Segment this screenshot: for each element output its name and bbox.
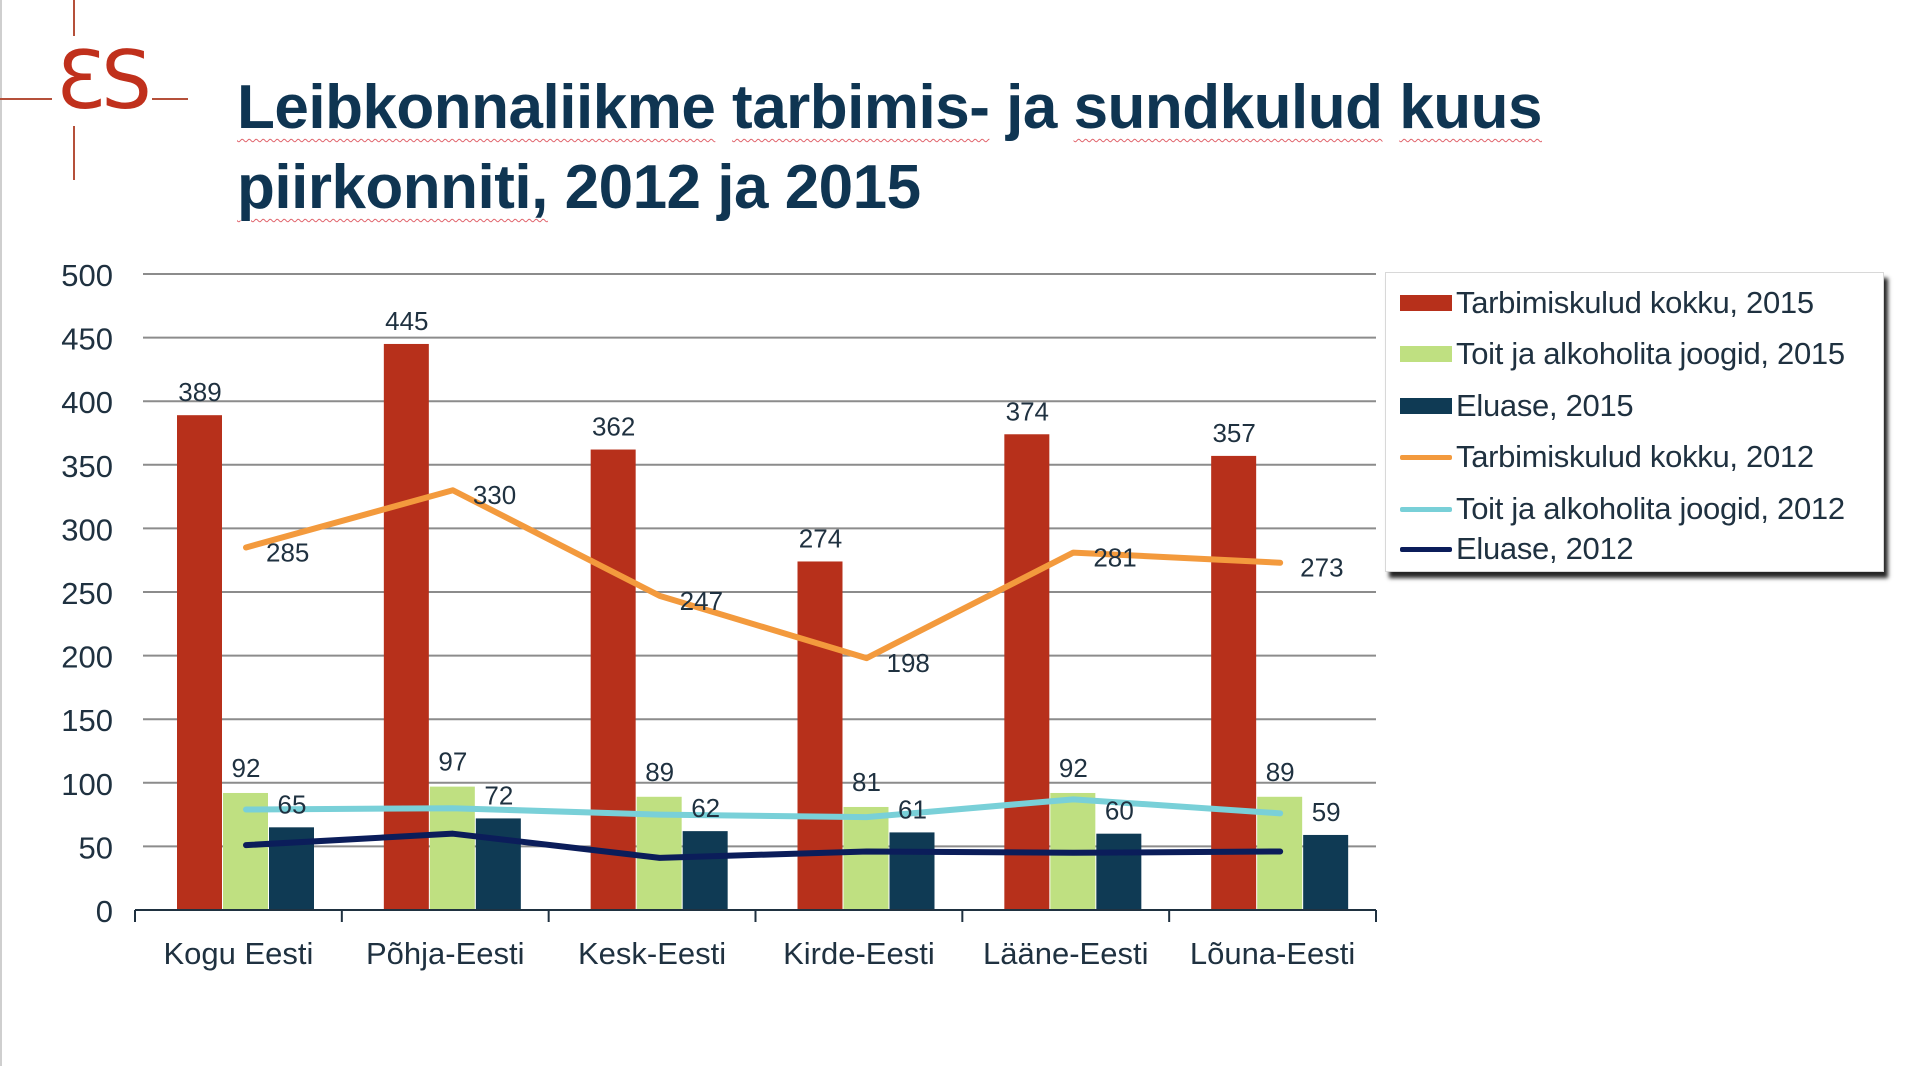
y-tick-label: 150 — [61, 703, 113, 738]
data-label: 285 — [266, 537, 309, 567]
title-line-2: piirkonniti, 2012 ja 2015 — [237, 148, 1537, 228]
legend-swatch-bar-icon — [1400, 398, 1452, 414]
title-word: Leibkonnaliikme — [237, 73, 716, 142]
data-label: 357 — [1212, 418, 1255, 448]
data-label: 374 — [1006, 396, 1049, 426]
data-label: 273 — [1300, 553, 1343, 583]
bar — [1303, 834, 1349, 910]
y-tick-label: 450 — [61, 322, 113, 357]
gridlines — [143, 273, 1376, 848]
legend-item: Eluase, 2012 — [1400, 529, 1634, 569]
data-label: 247 — [680, 586, 723, 616]
legend-swatch-line-icon — [1400, 506, 1452, 512]
bar — [177, 415, 222, 910]
legend-label: Toit ja alkoholita joogid, 2015 — [1456, 336, 1845, 371]
data-labels: 389 445 362 274 374 357 92 97 89 81 92 89 65 72 62 61 60… — [178, 306, 1343, 827]
x-category-label: Lääne-Eesti — [983, 936, 1148, 971]
title-word: sundkulud — [1073, 73, 1383, 142]
bar — [383, 343, 429, 911]
bar — [1004, 434, 1050, 910]
data-label: 92 — [1059, 753, 1088, 783]
data-label: 89 — [645, 757, 674, 787]
data-label: 72 — [484, 780, 513, 810]
data-label: 97 — [438, 747, 467, 777]
legend-item: Toit ja alkoholita joogid, 2012 — [1400, 489, 1845, 529]
es-logo-icon: ƐS — [52, 36, 152, 126]
data-label: 445 — [385, 306, 428, 336]
series-line — [243, 796, 1284, 821]
data-label: 330 — [473, 480, 516, 510]
bar — [843, 806, 889, 910]
legend-item: Eluase, 2015 — [1400, 386, 1634, 426]
data-label: 92 — [232, 753, 261, 783]
bar — [682, 831, 728, 910]
legend-label: Eluase, 2015 — [1456, 388, 1634, 423]
data-label: 89 — [1266, 757, 1295, 787]
y-tick-label: 300 — [61, 512, 113, 547]
legend-label: Tarbimiskulud kokku, 2012 — [1456, 439, 1814, 474]
y-tick-label: 50 — [79, 830, 113, 865]
data-label: 59 — [1312, 797, 1341, 827]
series-line — [243, 830, 1284, 861]
data-label: 62 — [691, 793, 720, 823]
data-label: 60 — [1105, 796, 1134, 826]
legend-item: Tarbimiskulud kokku, 2015 — [1400, 283, 1814, 323]
y-tick-label: 0 — [96, 894, 113, 929]
legend-item: Toit ja alkoholita joogid, 2015 — [1400, 334, 1845, 374]
y-tick-label: 350 — [61, 449, 113, 484]
legend-swatch-line-icon — [1400, 454, 1452, 460]
x-category-label: Kogu Eesti — [163, 936, 313, 971]
bar — [590, 449, 636, 910]
legend-label: Eluase, 2012 — [1456, 531, 1634, 566]
bar — [797, 561, 843, 910]
slide-title: Leibkonnaliikme tarbimis- ja sundkulud k… — [237, 68, 1542, 228]
x-category-label: Kirde-Eesti — [783, 936, 935, 971]
bar — [223, 792, 268, 910]
data-label: 362 — [592, 412, 635, 442]
y-tick-label: 100 — [61, 767, 113, 802]
bar — [1096, 833, 1142, 910]
y-tick-label: 400 — [61, 385, 113, 420]
data-label: 389 — [178, 377, 221, 407]
y-axis: 0 50 100 150 200 250 300 350 400 450 500 — [61, 258, 113, 929]
legend-label: Toit ja alkoholita joogid, 2012 — [1456, 491, 1845, 526]
legend-swatch-bar-icon — [1400, 295, 1452, 311]
data-label: 281 — [1093, 543, 1136, 573]
data-label: 65 — [278, 789, 307, 819]
legend-swatch-line-icon — [1400, 546, 1452, 552]
bar — [429, 786, 475, 910]
title-line-1: Leibkonnaliikme tarbimis- ja sundkulud k… — [237, 68, 1542, 148]
logo: ƐS — [0, 0, 200, 190]
data-label: 61 — [898, 794, 927, 824]
y-tick-label: 250 — [61, 576, 113, 611]
x-category-label: Põhja-Eesti — [366, 936, 525, 971]
y-tick-label: 200 — [61, 640, 113, 675]
title-word: ja — [1006, 73, 1057, 142]
y-tick-label: 500 — [61, 258, 113, 293]
title-word: tarbimis- — [732, 73, 990, 142]
line-series — [243, 487, 1284, 861]
slide-left-border — [0, 0, 2, 1066]
x-axis: Kogu Eesti Põhja-Eesti Kesk-Eesti Kirde-Ees… — [134, 909, 1377, 971]
data-label: 274 — [799, 523, 842, 553]
bar — [475, 818, 521, 910]
legend-label: Tarbimiskulud kokku, 2015 — [1456, 285, 1814, 320]
x-category-label: Kesk-Eesti — [578, 936, 726, 971]
data-label: 198 — [887, 648, 930, 678]
series-line — [243, 487, 1284, 662]
title-word: kuus — [1399, 73, 1542, 142]
bar — [1211, 455, 1257, 910]
legend-swatch-bar-icon — [1400, 346, 1452, 362]
chart-legend: Tarbimiskulud kokku, 2015 Toit ja alkoho… — [1385, 272, 1884, 572]
title-word: 2012 ja 2015 — [564, 153, 922, 222]
legend-item: Tarbimiskulud kokku, 2012 — [1400, 437, 1814, 477]
x-category-label: Lõuna-Eesti — [1190, 936, 1355, 971]
bar — [889, 832, 935, 910]
data-label: 81 — [852, 767, 881, 797]
title-word: piirkonniti, — [237, 153, 548, 222]
